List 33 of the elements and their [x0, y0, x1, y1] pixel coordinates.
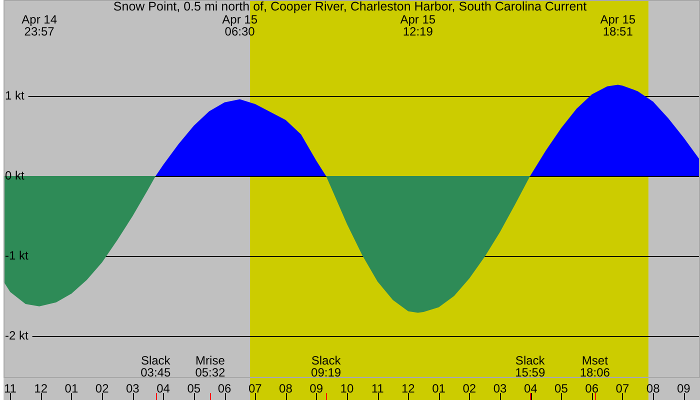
x-tick-label: 04	[156, 382, 170, 396]
x-tick-label: 12	[401, 382, 416, 396]
x-tick-label: 09	[676, 382, 691, 396]
y-tick-label: 1 kt	[5, 88, 26, 102]
x-tick-label: 06	[585, 382, 599, 396]
chart-title: Snow Point, 0.5 mi north of, Cooper River, Charleston Harbor, South Carolina Current	[113, 0, 588, 14]
annotation: Apr 15 18:51	[600, 12, 636, 38]
x-tick-label: 06	[218, 382, 232, 396]
x-tick-label: 01	[64, 382, 78, 396]
x-tick-label: 02	[462, 382, 476, 396]
x-tick-label: 05	[187, 382, 201, 396]
annotation: Apr 15 12:19	[400, 12, 436, 38]
x-tick-label: 02	[95, 382, 110, 396]
x-tick-label: 01	[432, 382, 446, 396]
x-tick-label: 10	[340, 382, 354, 396]
ref-line-label: Slack 15:59	[515, 353, 546, 380]
x-tick-label: 04	[524, 382, 538, 396]
x-tick-label: 03	[126, 382, 140, 396]
y-tick-label: -1 kt	[5, 248, 30, 262]
ref-line-label: Slack 03:45	[140, 353, 172, 380]
x-tick-label: 12	[34, 382, 48, 396]
x-tick-label: 07	[616, 382, 630, 396]
x-tick-label: 11	[371, 382, 384, 396]
annotation: Apr 14 23:57	[22, 12, 58, 38]
ref-line-label: Slack 09:19	[311, 353, 342, 380]
x-tick-label: 08	[279, 382, 293, 396]
x-tick-label: 11	[4, 382, 17, 396]
ref-line-label: Mset 18:06	[580, 353, 610, 380]
x-tick-label: 05	[554, 382, 568, 396]
x-tick-label: 09	[310, 382, 324, 396]
y-tick-label: -2 kt	[5, 328, 30, 342]
ref-line-label: Mrise 05:32	[195, 353, 226, 380]
x-tick-label: 03	[493, 382, 507, 396]
